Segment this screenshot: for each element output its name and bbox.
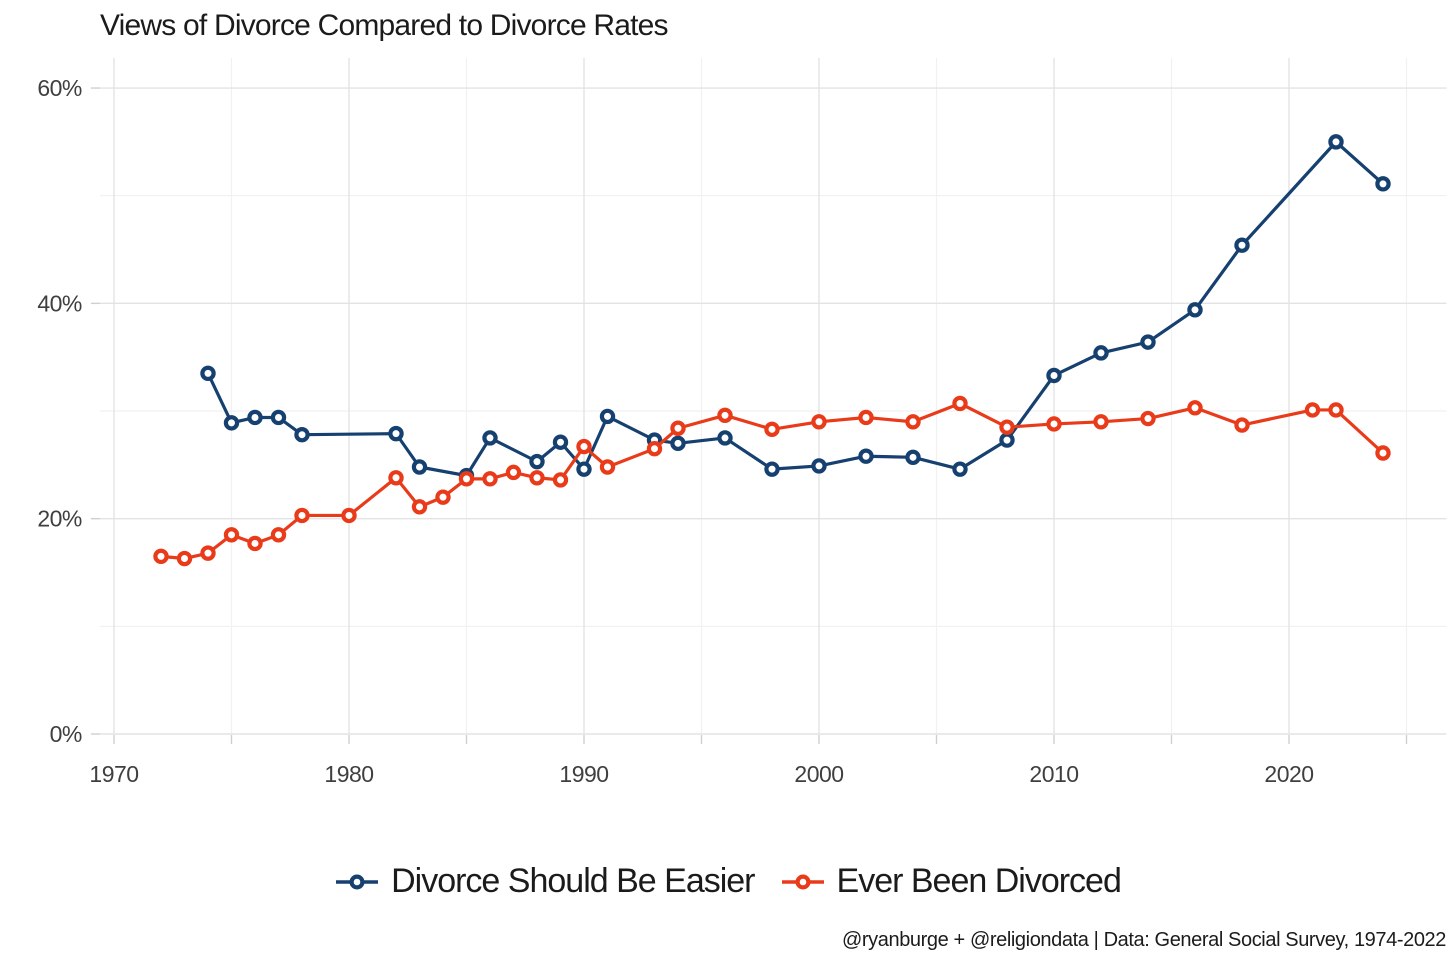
data-point-series-1 [388, 470, 404, 486]
data-point-series-0 [858, 448, 874, 464]
x-axis-label: 2000 [794, 761, 843, 787]
data-point-series-1 [1187, 400, 1203, 416]
data-point-series-1 [1304, 402, 1321, 418]
data-point-series-1 [811, 414, 827, 430]
data-point-series-0 [999, 432, 1015, 448]
data-point-series-0 [1328, 134, 1344, 150]
data-point-series-0 [1093, 345, 1109, 361]
data-point-series-1 [223, 527, 240, 543]
x-axis-label: 1970 [89, 761, 138, 787]
data-point-series-0 [411, 459, 428, 475]
data-point-series-1 [270, 527, 287, 543]
legend-label-divorce-easier: Divorce Should Be Easier [391, 862, 755, 900]
data-point-series-0 [247, 409, 263, 426]
attribution-text: @ryanburge + @religiondata | Data: Gener… [842, 929, 1446, 951]
line-chart: 1970 1980 1990 2000 2010 2020 0% 20% 40% 60% [37, 57, 1447, 787]
data-point-series-1 [529, 470, 545, 486]
data-point-series-0 [670, 435, 686, 452]
data-point-series-0 [200, 365, 216, 382]
legend-item-divorce-easier: Divorce Should Be Easier [335, 862, 756, 901]
data-point-series-1 [552, 472, 569, 488]
data-point-series-0 [764, 461, 780, 477]
data-point-series-1 [411, 499, 428, 515]
data-point-series-1 [482, 471, 498, 487]
data-point-series-0 [599, 408, 616, 425]
data-point-series-0 [552, 434, 569, 450]
data-point-series-1 [1328, 402, 1344, 418]
data-point-series-1 [1234, 417, 1250, 433]
data-point-series-0 [1234, 237, 1250, 253]
data-point-series-1 [1140, 410, 1156, 427]
data-point-series-0 [1187, 302, 1203, 318]
data-point-series-1 [247, 535, 263, 552]
data-point-series-0 [952, 461, 968, 477]
data-point-series-1 [435, 489, 451, 505]
data-point-series-0 [1046, 367, 1062, 384]
data-point-series-1 [176, 550, 193, 567]
chart-legend: Divorce Should Be Easier Ever Been Divor… [0, 862, 1456, 901]
data-point-series-1 [670, 420, 686, 436]
data-point-series-0 [270, 409, 287, 426]
data-point-series-1 [764, 421, 780, 438]
legend-label-ever-divorced: Ever Been Divorced [836, 862, 1122, 900]
data-point-series-1 [952, 395, 968, 412]
data-point-series-0 [576, 461, 592, 477]
x-axis-label: 1990 [559, 761, 608, 787]
data-point-series-1 [858, 409, 874, 426]
data-point-series-0 [529, 453, 545, 470]
data-point-series-1 [1375, 445, 1391, 461]
data-point-series-0 [717, 430, 733, 446]
data-point-series-1 [341, 507, 357, 524]
data-point-series-1 [999, 419, 1015, 435]
data-point-series-0 [294, 427, 310, 443]
legend-key-line-icon [336, 873, 379, 890]
data-point-series-1 [200, 545, 216, 561]
legend-item-ever-divorced: Ever Been Divorced [781, 862, 1122, 901]
data-point-series-1 [1046, 416, 1062, 432]
data-point-series-1 [505, 464, 522, 481]
data-point-series-0 [482, 430, 498, 446]
data-point-series-0 [811, 458, 827, 474]
x-axis-label: 2010 [1029, 761, 1078, 787]
y-axis-label: 60% [37, 75, 82, 101]
data-point-series-0 [388, 425, 404, 442]
legend-key-line-icon [781, 873, 824, 890]
data-point-series-1 [646, 441, 663, 457]
x-axis-label: 2020 [1264, 761, 1313, 787]
y-axis-label: 20% [37, 506, 82, 532]
y-axis-label: 0% [50, 721, 82, 747]
data-point-series-0 [905, 449, 921, 466]
data-point-series-1 [1093, 414, 1109, 430]
data-point-series-1 [576, 438, 592, 455]
data-point-series-1 [599, 459, 616, 475]
data-point-series-0 [223, 415, 240, 431]
data-point-series-1 [153, 548, 169, 565]
data-point-series-1 [294, 507, 310, 524]
x-axis-label: 1980 [324, 761, 373, 787]
data-point-series-1 [717, 407, 733, 424]
data-point-series-1 [905, 414, 921, 430]
y-axis-label: 40% [37, 290, 82, 316]
data-point-series-0 [1375, 176, 1391, 192]
data-point-series-0 [1140, 334, 1156, 350]
chart-title: Views of Divorce Compared to Divorce Rat… [100, 9, 669, 42]
data-point-series-1 [458, 471, 475, 487]
